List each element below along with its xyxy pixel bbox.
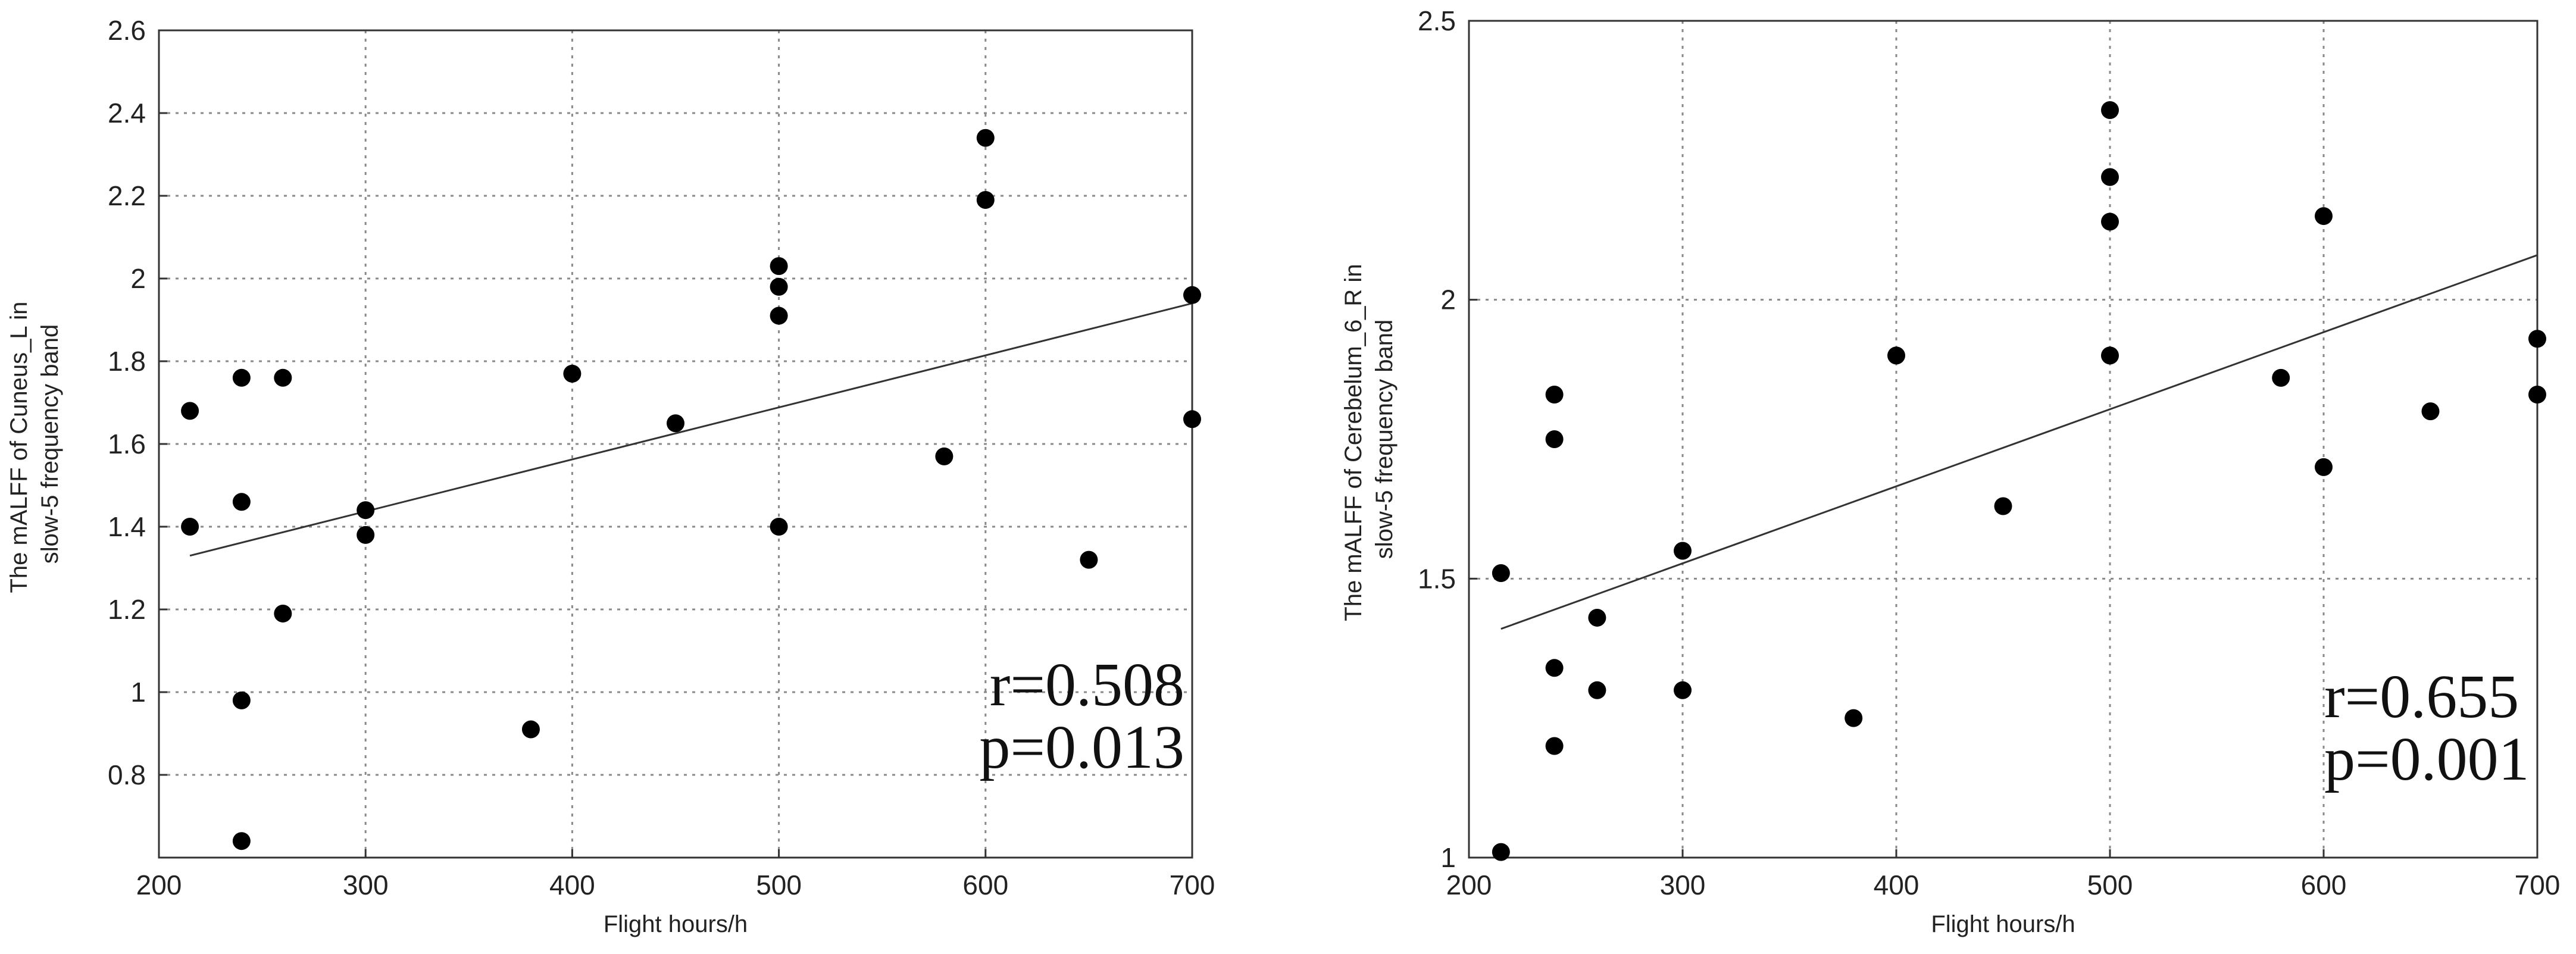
x-tick-label: 600 [2301, 869, 2347, 900]
x-ticks-left: 200 300 400 500 600 700 [136, 849, 1215, 900]
y-ticks-right: 1 1.5 2 2.5 [1418, 5, 1477, 873]
x-tick-label: 400 [549, 869, 595, 900]
y-tick-label: 0.8 [108, 759, 146, 790]
grid-left [159, 30, 1192, 858]
x-tick-label: 300 [1660, 869, 1706, 900]
data-point-left [976, 190, 995, 209]
y-axis-label-left: The mALFF of Cuneus_L in slow-5 frequenc… [6, 295, 63, 593]
data-point-left [357, 501, 375, 520]
p-value-right: p=0.001 [2324, 725, 2530, 793]
x-tick-label: 700 [1170, 869, 1215, 900]
data-point-right [2528, 386, 2546, 404]
x-tick-label: 600 [962, 869, 1008, 900]
data-point-right [2528, 330, 2546, 348]
x-tick-label: 300 [343, 869, 389, 900]
data-point-left [563, 364, 582, 383]
data-point-right [2101, 346, 2119, 365]
data-point-right [1492, 843, 1510, 861]
x-tick-label: 200 [1446, 869, 1492, 900]
data-point-right [1545, 386, 1564, 404]
points-left [181, 129, 1201, 850]
data-point-right [1545, 737, 1564, 755]
x-tick-label: 500 [2087, 869, 2133, 900]
y-tick-label: 2.2 [108, 180, 146, 211]
data-point-left [976, 129, 995, 147]
y-axis-label-left-line-2: slow-5 frequency band [37, 324, 63, 564]
correlation-r-right: r=0.655 [2324, 662, 2519, 731]
data-point-left [357, 526, 375, 544]
chart-panel-left: 200 300 400 500 600 700 0.8 1 1.2 1.4 1.6 1.8 2 2.2 2… [6, 15, 1215, 937]
data-point-right [1994, 497, 2012, 515]
data-point-right [2101, 101, 2119, 119]
y-axis-label-right-line-1: The mALFF of Cerebelum_6_R in [1340, 264, 1367, 621]
data-point-right [1588, 681, 1606, 699]
data-point-left [667, 414, 684, 433]
data-point-right [1674, 681, 1692, 699]
y-tick-label: 1.2 [108, 594, 146, 625]
data-point-left [1080, 550, 1098, 569]
y-tick-label: 2 [1440, 284, 1456, 315]
data-point-left [181, 402, 199, 420]
y-tick-label: 2.5 [1418, 5, 1456, 36]
grid-right [1469, 21, 2537, 858]
data-point-right [1545, 430, 1564, 448]
data-point-right [2101, 212, 2119, 231]
data-point-right [2101, 168, 2119, 186]
x-tick-label: 400 [1874, 869, 1920, 900]
y-tick-label: 1.8 [108, 346, 146, 377]
data-point-left [274, 604, 292, 623]
data-point-right [1674, 542, 1692, 560]
y-ticks-left: 0.8 1 1.2 1.4 1.6 1.8 2 2.2 2.4 2.6 [108, 15, 167, 790]
data-point-right [2315, 207, 2333, 226]
p-value-left: p=0.013 [979, 713, 1184, 781]
y-tick-label: 2.4 [108, 98, 146, 129]
data-point-right [2315, 458, 2333, 476]
data-point-right [2421, 402, 2440, 421]
data-point-right [1887, 346, 1905, 365]
x-tick-label: 500 [756, 869, 802, 900]
data-point-right [1588, 608, 1606, 627]
data-point-left [232, 368, 251, 387]
y-axis-label-right: The mALFF of Cerebelum_6_R in slow-5 fre… [1340, 257, 1398, 621]
data-point-left [232, 832, 251, 850]
y-tick-label: 1 [1440, 842, 1456, 873]
y-tick-label: 1.6 [108, 428, 146, 459]
x-axis-label-left: Flight hours/h [604, 911, 748, 937]
data-point-right [1545, 659, 1564, 677]
regression-line-right [1500, 254, 2538, 630]
chart-panel-right: 200 300 400 500 600 700 1 1.5 2 2.5 Flight hours… [1340, 5, 2560, 937]
data-point-left [770, 518, 788, 536]
x-tick-label: 200 [136, 869, 182, 900]
data-point-left [770, 277, 788, 296]
data-point-right [2272, 368, 2290, 387]
data-point-right [1492, 564, 1510, 582]
correlation-r-left: r=0.508 [990, 650, 1184, 719]
x-axis-label-right: Flight hours/h [1931, 911, 2075, 937]
data-point-left [1183, 410, 1201, 428]
data-point-left [770, 306, 788, 325]
x-tick-label: 700 [2515, 869, 2561, 900]
data-point-left [1183, 286, 1201, 304]
data-point-left [521, 720, 540, 739]
y-axis-label-left-line-1: The mALFF of Cuneus_L in [6, 302, 32, 593]
y-axis-label-right-line-2: slow-5 frequency band [1371, 320, 1398, 559]
data-point-right [1845, 709, 1863, 727]
y-tick-label: 1.5 [1418, 563, 1456, 594]
regression-line-left [189, 302, 1193, 557]
x-ticks-right: 200 300 400 500 600 700 [1446, 849, 2561, 900]
points-right [1492, 101, 2546, 861]
data-point-left [232, 691, 251, 709]
y-tick-label: 1.4 [108, 511, 146, 542]
y-tick-label: 1 [130, 677, 146, 708]
data-point-left [181, 518, 199, 536]
data-point-left [770, 257, 788, 276]
y-tick-label: 2.6 [108, 15, 146, 46]
data-point-left [232, 493, 251, 511]
data-point-left [935, 447, 954, 465]
y-tick-label: 2 [130, 263, 146, 294]
plot-frame-right [1468, 20, 2539, 859]
data-point-left [274, 368, 292, 387]
